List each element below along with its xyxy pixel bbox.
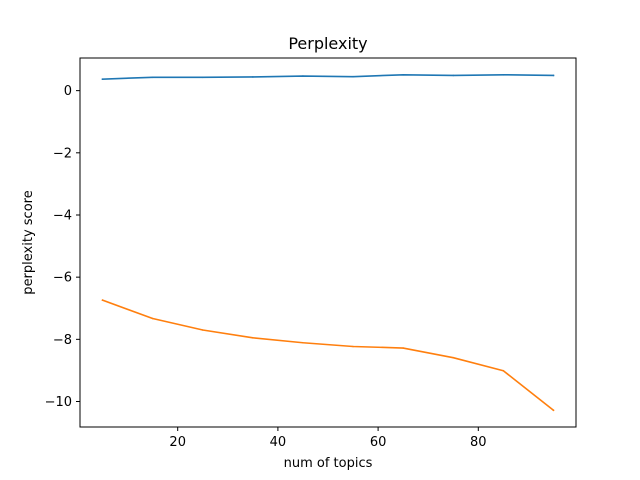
series-1-point	[452, 74, 455, 77]
series-2-point	[402, 347, 404, 349]
y-tick-label: −8	[53, 333, 72, 348]
series-2-line	[101, 299, 555, 412]
series-1-point	[101, 78, 104, 80]
plot-area	[80, 58, 576, 427]
y-tick-label: −2	[53, 146, 72, 161]
y-axis-label: perplexity score	[21, 190, 36, 294]
y-tick-label: −6	[53, 271, 72, 286]
axes-layer	[79, 57, 577, 428]
series-1-point	[402, 73, 404, 76]
x-axis-label: num of topics	[284, 456, 373, 471]
y-tick-label: −10	[45, 395, 72, 410]
series-2-point	[252, 336, 254, 339]
chart-title: Perplexity	[288, 34, 367, 53]
y-tick-label: 0	[64, 84, 72, 99]
series-2-point	[151, 317, 154, 320]
series-1-point	[302, 75, 304, 77]
x-axis-ticks: 20 40 60 80	[169, 427, 487, 450]
series-1-point	[502, 73, 505, 76]
y-axis-ticks: 0 −2 −4 −6 −8 −10	[45, 84, 80, 410]
series-layer	[101, 73, 555, 412]
series-1-point	[201, 76, 204, 79]
series-2-point	[352, 345, 354, 348]
series-2-point	[201, 329, 204, 331]
series-2-point	[101, 299, 104, 301]
series-1-point	[151, 76, 154, 79]
x-tick-label: 40	[270, 435, 287, 450]
x-tick-label: 20	[169, 435, 186, 450]
x-tick-label: 60	[370, 435, 387, 450]
series-2-point	[502, 369, 505, 372]
series-1-line	[101, 73, 555, 80]
series-1-point	[552, 74, 555, 77]
x-tick-label: 80	[470, 435, 487, 450]
series-1-point	[352, 75, 354, 78]
series-2-point	[302, 341, 304, 344]
y-tick-label: −4	[53, 208, 72, 223]
series-2-point	[452, 356, 455, 359]
axes-frame	[79, 57, 577, 428]
series-1-point	[252, 76, 254, 78]
series-2-point	[552, 409, 555, 412]
